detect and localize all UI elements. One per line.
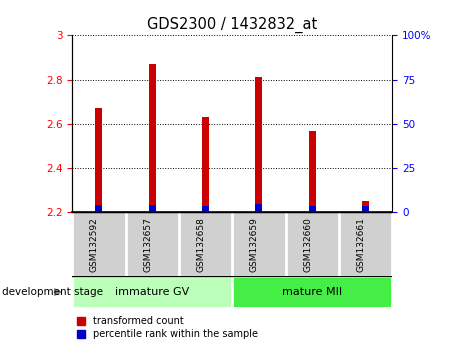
Bar bbox=[232, 276, 392, 308]
Text: GSM132660: GSM132660 bbox=[304, 217, 312, 272]
Text: GSM132592: GSM132592 bbox=[90, 217, 99, 272]
Text: immature GV: immature GV bbox=[115, 287, 189, 297]
Bar bbox=[309, 206, 316, 212]
Text: GSM132661: GSM132661 bbox=[357, 217, 366, 272]
Text: GSM132658: GSM132658 bbox=[197, 217, 206, 272]
Bar bbox=[72, 276, 232, 308]
Bar bbox=[309, 131, 316, 212]
Bar bbox=[149, 64, 156, 212]
Text: GSM132657: GSM132657 bbox=[143, 217, 152, 272]
Bar bbox=[255, 204, 262, 212]
Bar bbox=[255, 78, 262, 212]
Text: development stage: development stage bbox=[2, 287, 103, 297]
Bar bbox=[95, 205, 102, 212]
Bar bbox=[362, 201, 369, 212]
Legend: transformed count, percentile rank within the sample: transformed count, percentile rank withi… bbox=[77, 316, 258, 339]
Bar bbox=[95, 108, 102, 212]
Bar bbox=[202, 206, 209, 212]
Bar bbox=[362, 206, 369, 212]
Text: mature MII: mature MII bbox=[282, 287, 342, 297]
Bar bbox=[202, 117, 209, 212]
Bar bbox=[149, 205, 156, 212]
Title: GDS2300 / 1432832_at: GDS2300 / 1432832_at bbox=[147, 16, 318, 33]
Text: GSM132659: GSM132659 bbox=[250, 217, 259, 272]
